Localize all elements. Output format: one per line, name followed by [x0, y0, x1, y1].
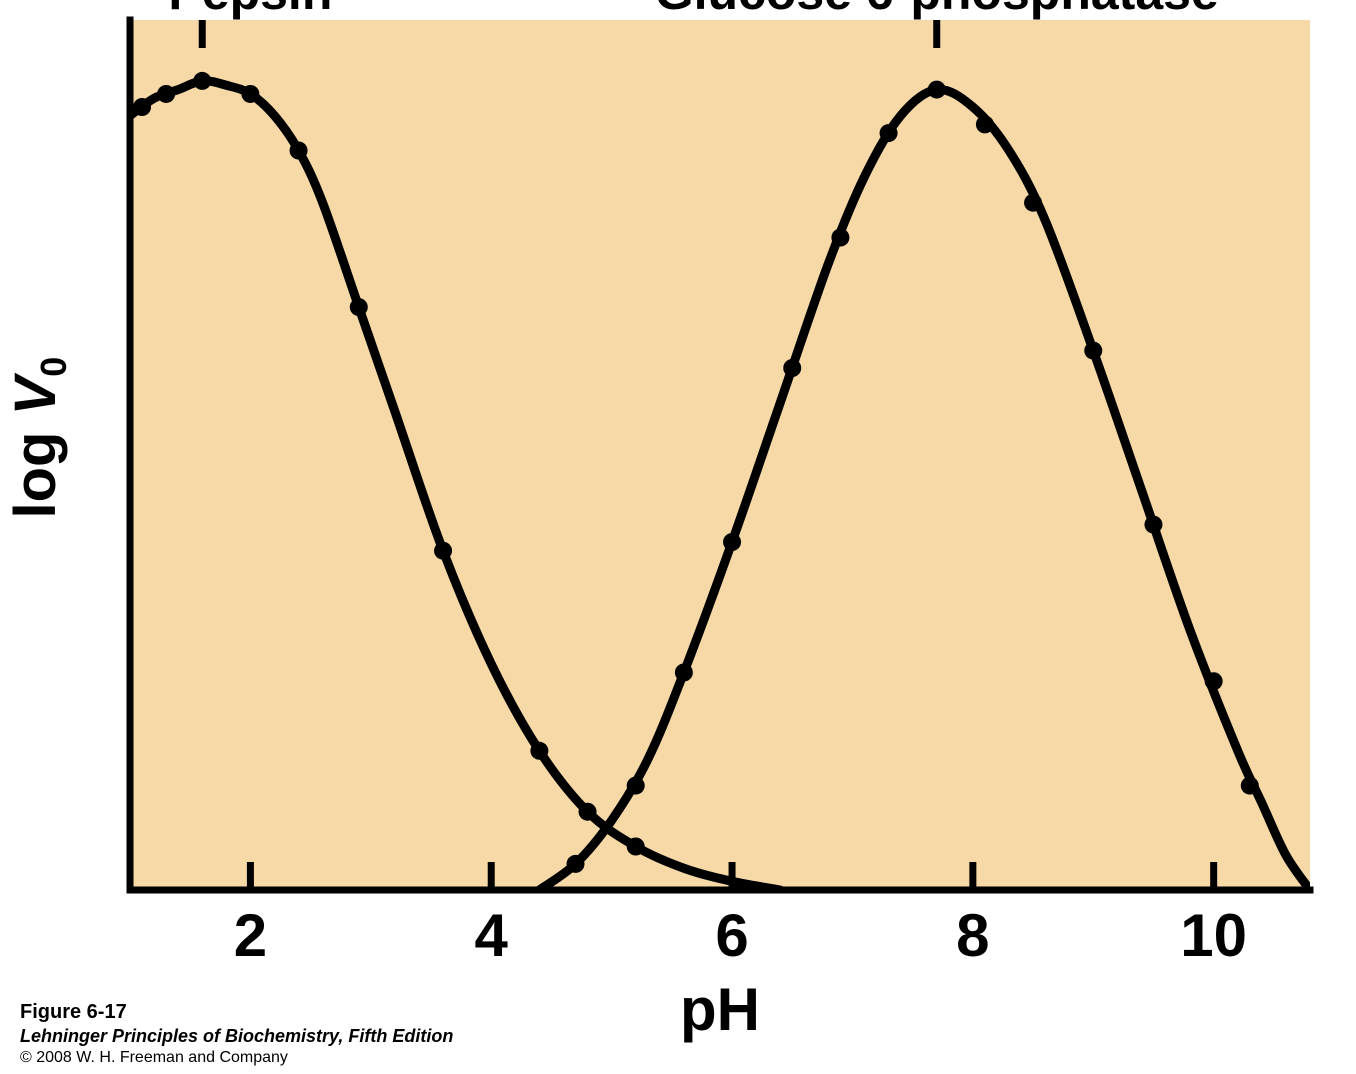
marker-pepsin — [530, 742, 548, 760]
y-axis-label: log V0 — [3, 357, 74, 519]
marker-glucose-6-phosphatase — [928, 81, 946, 99]
series-label-pepsin: Pepsin — [168, 0, 332, 20]
series-label-glucose-6-phosphatase: Glucose 6-phosphatase — [655, 0, 1219, 20]
marker-glucose-6-phosphatase — [880, 124, 898, 142]
copyright-line: © 2008 W. H. Freeman and Company — [20, 1048, 453, 1068]
marker-glucose-6-phosphatase — [723, 533, 741, 551]
marker-glucose-6-phosphatase — [1144, 516, 1162, 534]
marker-pepsin — [627, 838, 645, 856]
marker-glucose-6-phosphatase — [783, 359, 801, 377]
marker-glucose-6-phosphatase — [627, 777, 645, 795]
marker-glucose-6-phosphatase — [1084, 342, 1102, 360]
enzyme-ph-activity-chart: 2 4 6 8 10 Pepsin Glucose 6-phosphatase pH log V… — [0, 0, 1356, 1074]
x-tick-label: 4 — [475, 902, 509, 969]
x-axis-label: pH — [680, 976, 760, 1043]
marker-pepsin — [193, 72, 211, 90]
figure-caption: Figure 6-17 Lehninger Principles of Bioc… — [20, 1000, 453, 1068]
marker-pepsin — [434, 542, 452, 560]
x-tick-label: 8 — [956, 902, 989, 969]
marker-glucose-6-phosphatase — [1205, 672, 1223, 690]
marker-pepsin — [290, 142, 308, 160]
marker-glucose-6-phosphatase — [1241, 777, 1259, 795]
marker-pepsin — [579, 803, 597, 821]
x-tick-label: 6 — [715, 902, 748, 969]
marker-glucose-6-phosphatase — [675, 664, 693, 682]
marker-pepsin — [350, 298, 368, 316]
book-title: Lehninger Principles of Biochemistry, Fi… — [20, 1025, 453, 1048]
marker-glucose-6-phosphatase — [831, 229, 849, 247]
figure-number: Figure 6-17 — [20, 1000, 453, 1025]
x-tick-label: 2 — [234, 902, 267, 969]
marker-glucose-6-phosphatase — [1024, 194, 1042, 212]
marker-glucose-6-phosphatase — [567, 855, 585, 873]
x-tick-label: 10 — [1180, 902, 1247, 969]
marker-pepsin — [241, 85, 259, 103]
marker-pepsin — [157, 85, 175, 103]
marker-glucose-6-phosphatase — [976, 115, 994, 133]
marker-pepsin — [133, 98, 151, 116]
